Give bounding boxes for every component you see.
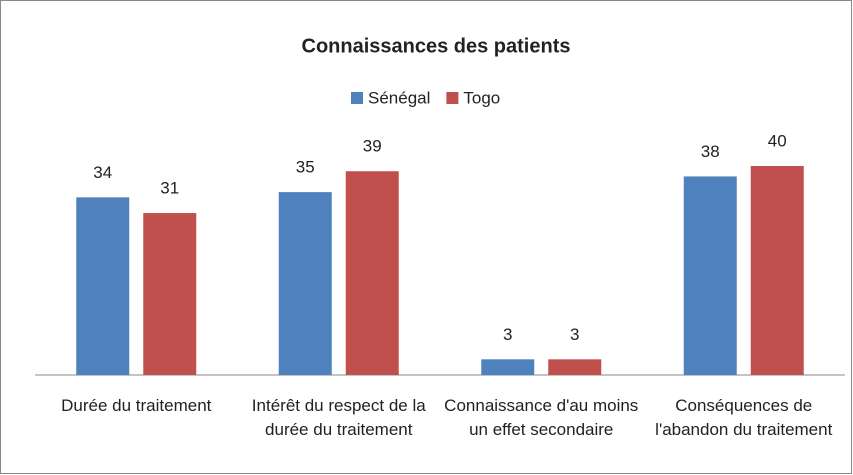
- legend-swatch: [351, 92, 363, 104]
- legend-label: Sénégal: [368, 88, 430, 107]
- data-label: 38: [701, 142, 720, 161]
- bar: [548, 359, 602, 375]
- bar: [345, 171, 399, 375]
- bar: [481, 359, 535, 375]
- x-tick-label: Intérêt du respect de la durée du traite…: [251, 396, 426, 439]
- legend-swatch: [446, 92, 459, 104]
- bar: [143, 213, 197, 375]
- bar: [76, 197, 130, 375]
- data-label: 39: [363, 137, 382, 156]
- x-tick-label: Conséquences de l'abandon du traitement: [655, 396, 833, 439]
- bar: [750, 166, 804, 375]
- data-label: 3: [570, 325, 579, 344]
- data-label: 35: [296, 158, 315, 177]
- x-tick-label: Connaissance d'au moins un effet seconda…: [444, 396, 639, 439]
- data-label: 31: [160, 179, 179, 198]
- data-label: 34: [93, 163, 112, 182]
- bar: [278, 192, 332, 375]
- legend-label: Togo: [463, 88, 500, 107]
- data-label: 3: [503, 325, 512, 344]
- chart-title: Connaissances des patients: [302, 35, 571, 57]
- bar: [683, 176, 737, 375]
- data-label: 40: [768, 131, 787, 150]
- x-tick-label: Durée du traitement: [61, 396, 212, 415]
